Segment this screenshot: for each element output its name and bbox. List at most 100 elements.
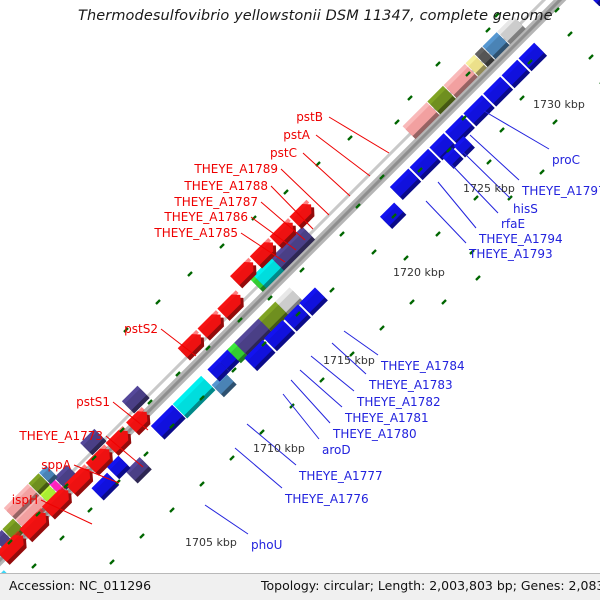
gene-block-face[interactable] [518,42,545,69]
gene-block[interactable] [463,95,495,127]
gene-block-face[interactable] [172,375,213,416]
gene-block-face[interactable] [497,15,523,42]
gene-block-face[interactable] [483,76,511,104]
gene-label-psts1[interactable]: pstS1 [76,395,110,409]
gene-block[interactable] [197,310,224,341]
gene-block[interactable] [3,484,40,520]
gene-block[interactable] [283,304,311,332]
gene-block[interactable] [497,15,526,45]
gene-block[interactable] [80,428,107,456]
gene-block-face[interactable] [482,32,507,57]
gene-block[interactable] [217,290,244,321]
gene-label-theye_a1789[interactable]: THEYE_A1789 [194,162,278,176]
gene-block-face[interactable] [125,457,149,481]
gene-block-face[interactable] [19,512,47,540]
gene-label-proc[interactable]: proC [552,153,581,167]
gene-block[interactable] [234,318,273,357]
gene-block[interactable] [586,0,600,7]
gene-label-hiss[interactable]: hisS [513,202,538,216]
gene-block-face[interactable] [207,359,227,379]
gene-block-face[interactable] [258,301,286,330]
gene-block[interactable] [380,202,407,229]
gene-block[interactable] [258,301,289,333]
gene-block-face[interactable] [299,287,325,313]
gene-block-face[interactable] [217,294,241,318]
gene-block-face[interactable] [28,473,47,492]
gene-block-face[interactable] [427,85,453,112]
gene-block[interactable] [107,455,131,480]
gene-label-pstb[interactable]: pstB [296,110,323,124]
gene-block-face[interactable] [453,136,472,155]
gene-block-face[interactable] [249,242,274,266]
gene-block-face[interactable] [445,114,472,142]
gene-label-rfae[interactable]: rfaE [501,217,526,231]
gene-block-face[interactable] [42,489,69,517]
gene-block-face[interactable] [463,95,492,124]
gene-block-face[interactable] [289,204,312,226]
gene-block[interactable] [244,339,276,372]
gene-label-theye_a1793[interactable]: THEYE_A1793 [469,247,553,261]
gene-block[interactable] [249,237,277,269]
gene-block[interactable] [409,148,442,181]
gene-block[interactable] [427,85,456,115]
gene-label-phou[interactable]: phoU [251,538,283,552]
gene-block[interactable] [2,518,26,542]
gene-block-face[interactable] [442,147,461,166]
gene-label-psta[interactable]: pstA [283,128,310,142]
gene-block[interactable] [54,464,79,490]
gene-block-face[interactable] [121,385,147,411]
gene-block-face[interactable] [3,484,37,517]
gene-label-theye_a1785[interactable]: THEYE_A1785 [154,226,238,240]
gene-block[interactable] [518,42,548,72]
gene-block-face[interactable] [443,64,475,96]
gene-block-face[interactable] [2,518,23,539]
gene-block[interactable] [299,287,328,316]
gene-block-face[interactable] [211,372,234,395]
gene-label-pstc[interactable]: pstC [270,146,297,160]
gene-block[interactable] [207,359,230,382]
gene-block-face[interactable] [389,168,419,197]
gene-block-face[interactable] [253,257,282,286]
gene-block-face[interactable] [107,455,128,477]
gene-block-face[interactable] [13,493,47,528]
gene-block-face[interactable] [501,59,528,86]
gene-block[interactable] [253,257,285,289]
gene-block[interactable] [275,287,304,316]
gene-block[interactable] [482,32,510,60]
gene-block-face[interactable] [275,287,301,313]
gene-block[interactable] [264,319,296,352]
gene-label-theye_a1783[interactable]: THEYE_A1783 [369,378,453,392]
gene-block[interactable] [474,47,495,68]
gene-label-theye_a1777[interactable]: THEYE_A1777 [299,469,383,483]
gene-label-theye_a1784[interactable]: THEYE_A1784 [381,359,465,373]
gene-block-face[interactable] [234,318,270,354]
gene-block[interactable] [39,465,58,485]
gene-block-face[interactable] [197,314,221,338]
gene-block-face[interactable] [0,534,24,562]
gene-label-theye_a1787[interactable]: THEYE_A1787 [174,195,258,209]
gene-block[interactable] [150,404,186,440]
gene-block[interactable] [483,76,514,107]
gene-block-face[interactable] [230,262,254,286]
gene-label-theye_a1786[interactable]: THEYE_A1786 [164,210,248,224]
gene-block[interactable] [230,257,257,289]
gene-block[interactable] [28,473,50,495]
gene-label-isph[interactable]: ispH [11,493,38,507]
gene-label-theye_a1797[interactable]: THEYE_A1797 [522,184,600,198]
gene-block[interactable] [443,64,478,99]
gene-label-psts2[interactable]: pstS2 [124,322,158,336]
gene-label-theye_a1780[interactable]: THEYE_A1780 [333,427,417,441]
gene-label-theye_a1782[interactable]: THEYE_A1782 [357,395,441,409]
gene-block[interactable] [429,133,457,161]
gene-block-face[interactable] [283,304,308,329]
gene-block[interactable] [442,147,464,169]
gene-block-face[interactable] [80,428,104,453]
gene-block-face[interactable] [402,102,437,137]
gene-block[interactable] [289,199,315,229]
gene-label-theye_a1794[interactable]: THEYE_A1794 [479,232,563,246]
gene-label-theye_a1776[interactable]: THEYE_A1776 [285,492,369,506]
gene-block-face[interactable] [177,334,202,358]
gene-label-theye_a1788[interactable]: THEYE_A1788 [184,179,268,193]
